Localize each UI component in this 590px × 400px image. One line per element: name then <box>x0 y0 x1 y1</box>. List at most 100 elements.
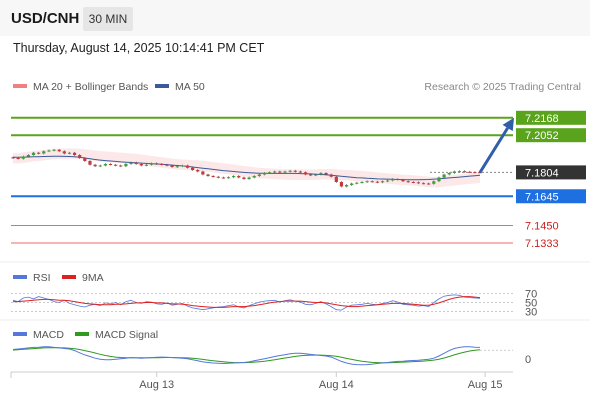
candle <box>396 178 400 181</box>
pivot-label-bg <box>516 189 586 204</box>
candle <box>339 181 344 188</box>
candle <box>427 182 431 185</box>
candle <box>31 151 36 156</box>
candle-body <box>114 164 118 166</box>
candle <box>391 178 395 182</box>
candle-body <box>329 174 333 177</box>
candle <box>473 171 477 174</box>
candle <box>124 163 128 168</box>
candle <box>375 180 379 184</box>
candle-body <box>463 171 467 173</box>
candle <box>155 162 159 165</box>
candle-body <box>124 164 128 167</box>
candle <box>232 175 236 179</box>
support-label: 7.1333 <box>525 238 559 250</box>
bollinger-band-area <box>13 148 480 188</box>
candle-body <box>98 165 102 167</box>
candle-body <box>432 181 436 184</box>
candle <box>262 172 267 176</box>
candle-body <box>103 164 107 166</box>
candle <box>57 148 61 153</box>
candle <box>421 182 426 185</box>
candle <box>370 180 374 183</box>
candle-body <box>237 176 241 178</box>
candle-body <box>360 182 364 183</box>
candle-body <box>314 174 318 176</box>
legend-label-macd: MACD <box>33 329 64 341</box>
candle <box>401 178 405 183</box>
resistance-label: 7.2052 <box>525 130 559 142</box>
candle-body <box>42 151 46 154</box>
candle-body <box>319 173 323 175</box>
candle <box>26 154 30 158</box>
candle <box>114 163 118 167</box>
resistance-label: 7.2168 <box>525 113 559 125</box>
candle-body <box>391 179 395 181</box>
candle <box>288 169 292 173</box>
legend-swatch-bollinger <box>13 84 27 88</box>
candle <box>165 163 169 167</box>
candle-body <box>252 176 256 178</box>
candle <box>170 164 174 168</box>
resistance-label-bg <box>516 128 586 143</box>
candle-body <box>309 174 313 176</box>
candle <box>226 176 231 179</box>
candle <box>298 170 302 174</box>
candles <box>11 148 482 188</box>
candle <box>52 148 56 152</box>
candle-body <box>16 158 20 159</box>
forecast-arrow-shaft <box>478 127 509 174</box>
candle-body <box>478 172 482 174</box>
candle <box>206 173 210 177</box>
candle <box>134 161 138 165</box>
candle <box>283 170 287 174</box>
candle <box>468 170 472 173</box>
timeframe-button[interactable]: 30 MIN <box>83 7 133 31</box>
candle-body <box>267 172 272 174</box>
candle <box>201 170 205 176</box>
rsi-tick-label: 50 <box>525 298 537 310</box>
resistance-label-bg <box>516 110 586 125</box>
candle-body <box>108 164 113 165</box>
macd-line <box>12 346 481 366</box>
candle <box>83 157 87 162</box>
candle-body <box>247 177 251 179</box>
candle-body <box>160 164 164 165</box>
candle-body <box>344 185 349 187</box>
candle-body <box>93 164 97 167</box>
candle-body <box>52 149 56 151</box>
candle <box>452 170 456 174</box>
candle-body <box>185 165 190 168</box>
rsi-ma-line <box>13 296 481 308</box>
legend-label-rsi: RSI <box>33 272 51 284</box>
macd-panel: 0 <box>12 346 531 366</box>
candle <box>11 156 15 159</box>
candle <box>185 164 190 169</box>
candle-body <box>473 172 477 174</box>
price-levels <box>11 116 513 244</box>
candle-body <box>11 157 15 159</box>
legend-label-ma50: MA 50 <box>175 81 205 93</box>
candle-body <box>411 182 415 183</box>
x-tick-label: Aug 15 <box>468 379 503 391</box>
candle <box>406 180 410 183</box>
candle <box>293 169 297 173</box>
candle-body <box>396 179 400 180</box>
legend-label-macd-signal: MACD Signal <box>95 329 158 341</box>
candle <box>447 172 451 176</box>
candle-body <box>129 162 133 164</box>
legend-swatch-rsi-ma <box>62 275 76 279</box>
candle <box>144 163 149 167</box>
candle <box>386 179 390 183</box>
candle <box>139 163 143 167</box>
candle <box>98 164 102 168</box>
candle <box>119 164 123 168</box>
candle <box>324 172 328 176</box>
candle-body <box>303 172 308 175</box>
candle <box>355 181 359 185</box>
candle <box>257 173 261 177</box>
symbol-title: USD/CNH <box>11 10 80 27</box>
candle-body <box>206 174 210 176</box>
x-tick-label: Aug 14 <box>319 379 354 391</box>
